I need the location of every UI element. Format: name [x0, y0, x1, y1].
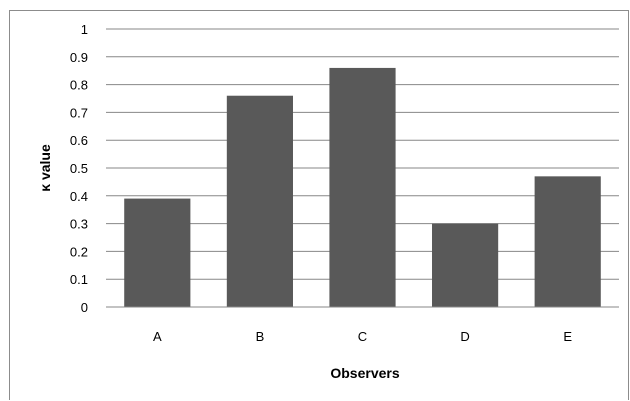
- y-tick-label: 0.7: [70, 105, 88, 120]
- chart-frame: [9, 10, 629, 400]
- y-tick-label: 0.1: [70, 272, 88, 287]
- bar-c: [329, 67, 396, 307]
- bar-d: [432, 223, 499, 307]
- x-tick-label: D: [460, 329, 469, 344]
- y-tick-label: 0.3: [70, 217, 88, 232]
- x-tick-label: C: [358, 329, 367, 344]
- bars: [124, 67, 601, 307]
- y-tick-label: 0.5: [70, 161, 88, 176]
- x-tick-label: B: [256, 329, 265, 344]
- x-tick-label: E: [563, 329, 572, 344]
- y-axis-title: κ value: [37, 144, 53, 192]
- y-tick-label: 1: [81, 22, 88, 37]
- y-tick-label: 0.9: [70, 50, 88, 65]
- x-axis-title: Observers: [330, 365, 399, 381]
- y-tick-labels: 0 0.1 0.2 0.3 0.4 0.5 0.6 0.7 0.8 0.9 1: [70, 22, 88, 315]
- bar-e: [534, 176, 601, 307]
- y-tick-label: 0.2: [70, 244, 88, 259]
- y-tick-label: 0.8: [70, 78, 88, 93]
- bar-b: [226, 95, 293, 307]
- x-tick-labels: A B C D E: [153, 329, 572, 344]
- y-tick-label: 0: [81, 300, 88, 315]
- x-tick-label: A: [153, 329, 162, 344]
- y-tick-label: 0.6: [70, 133, 88, 148]
- bar-a: [124, 198, 191, 307]
- y-tick-label: 0.4: [70, 189, 88, 204]
